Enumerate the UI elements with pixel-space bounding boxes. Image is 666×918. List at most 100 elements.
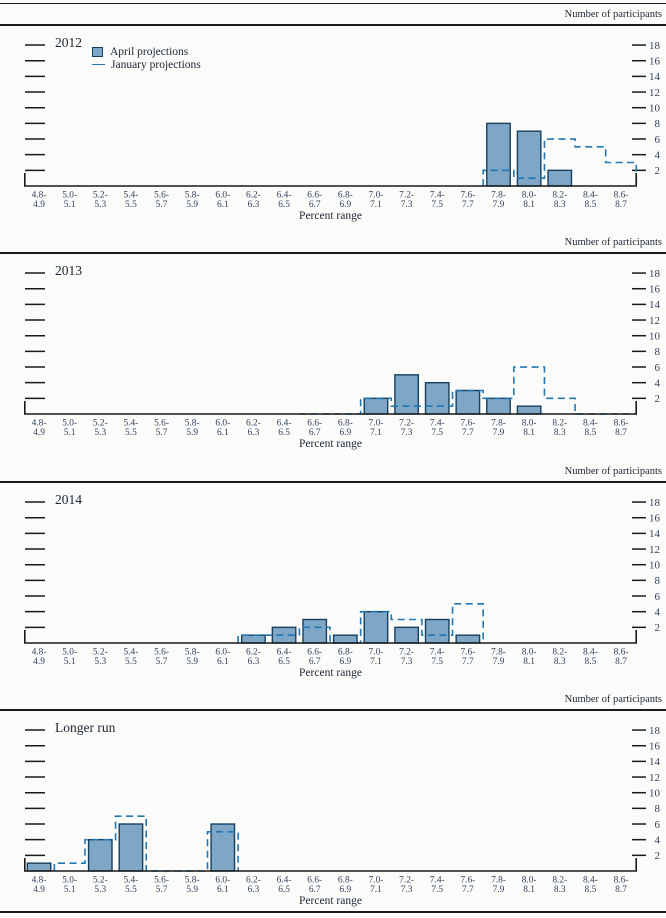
bin-label-bottom: 6.3 — [248, 885, 260, 895]
bin-label-bottom: 5.5 — [125, 428, 137, 438]
bin-label-top: 8.6- — [614, 419, 629, 429]
legend-april-label: April projections — [110, 45, 189, 58]
bin-label-bottom: 7.9 — [493, 885, 505, 895]
bar-8.0-8.1 — [516, 405, 542, 415]
y-axis-title: Number of participants — [564, 237, 662, 248]
bin-label-bottom: 5.5 — [125, 657, 137, 667]
bar-6.6-6.7 — [302, 618, 328, 644]
bar-7.6-7.7 — [455, 634, 481, 644]
bin-label-top: 8.0- — [522, 191, 537, 201]
bin-label-bottom: 7.5 — [431, 200, 443, 210]
y-tick-label: 12 — [649, 772, 660, 784]
panel-longer-run: Number of participants 2 4 6 8 10 12 14 16 18 4.8… — [0, 693, 666, 918]
bin-label-bottom: 5.1 — [64, 657, 76, 667]
bin-label-top: 5.8- — [185, 648, 200, 658]
bin-label-top: 7.8- — [491, 876, 506, 886]
bin-label-top: 4.8- — [32, 191, 47, 201]
bin-label-bottom: 8.7 — [615, 885, 627, 895]
january-projections-line — [53, 815, 239, 872]
january-projections-line — [482, 138, 638, 187]
bin-label-bottom: 5.3 — [94, 200, 106, 210]
bin-label-top: 8.0- — [522, 419, 537, 429]
bin-label-top: 4.8- — [32, 648, 47, 658]
x-axis-title: Percent range — [299, 438, 362, 450]
y-tick-label: 4 — [655, 149, 661, 161]
y-tick-label: 12 — [649, 87, 660, 99]
y-tick-label: 14 — [649, 756, 661, 768]
bin-label-top: 7.0- — [369, 419, 384, 429]
bin-label-bottom: 8.1 — [523, 657, 535, 667]
y-tick-label: 8 — [655, 575, 661, 587]
panel-top-rule — [0, 24, 666, 26]
bin-label-bottom: 5.9 — [186, 428, 198, 438]
bin-label-bottom: 8.3 — [554, 200, 566, 210]
y-tick-label: 2 — [655, 622, 661, 634]
bin-label-top: 5.6- — [154, 648, 169, 658]
bin-label-bottom: 6.5 — [278, 885, 290, 895]
bar-7.4-7.5 — [424, 618, 450, 644]
bin-label-top: 8.4- — [583, 191, 598, 201]
y-tick-label: 2 — [655, 165, 661, 177]
bin-label-bottom: 8.3 — [554, 657, 566, 667]
bin-label-top: 7.2- — [399, 419, 414, 429]
bin-label-bottom: 8.1 — [523, 200, 535, 210]
panel-title: 2013 — [55, 263, 82, 278]
bin-label-bottom: 5.3 — [94, 428, 106, 438]
bin-label-bottom: 6.1 — [217, 657, 229, 667]
bin-label-top: 8.2- — [552, 191, 567, 201]
january-dash-icon — [92, 64, 105, 65]
bin-label-bottom: 6.1 — [217, 428, 229, 438]
april-swatch-icon — [92, 46, 103, 57]
bin-label-top: 7.8- — [491, 648, 506, 658]
bin-label-bottom: 4.9 — [33, 885, 45, 895]
bin-label-top: 5.2- — [93, 419, 108, 429]
bin-label-bottom: 8.7 — [615, 428, 627, 438]
legend-january-label: January projections — [111, 58, 201, 71]
y-tick-label: 10 — [649, 560, 661, 572]
bin-label-top: 5.0- — [62, 419, 77, 429]
bin-label-top: 7.4- — [430, 191, 445, 201]
january-projections-line — [299, 366, 637, 415]
bar-7.0-7.1 — [363, 397, 389, 415]
bin-label-bottom: 8.7 — [615, 200, 627, 210]
y-tick-label: 12 — [649, 544, 660, 556]
bin-label-top: 6.2- — [246, 191, 261, 201]
bin-label-top: 4.8- — [32, 419, 47, 429]
bin-label-top: 6.8- — [338, 191, 353, 201]
x-axis-title: Percent range — [299, 895, 362, 907]
bin-label-bottom: 6.5 — [278, 428, 290, 438]
plot-2013: 246810121416184.8-4.95.0-5.15.2-5.35.4-5… — [23, 268, 661, 438]
y-tick-label: 18 — [649, 40, 661, 52]
bar-8.2-8.3 — [547, 169, 573, 187]
plot-longer-run: 246810121416184.8-4.95.0-5.15.2-5.35.4-5… — [23, 725, 661, 895]
bin-label-top: 7.4- — [430, 648, 445, 658]
bin-label-bottom: 5.7 — [156, 885, 168, 895]
bin-label-top: 7.0- — [369, 648, 384, 658]
bin-label-top: 6.8- — [338, 876, 353, 886]
bin-label-top: 7.6- — [460, 419, 475, 429]
bin-label-top: 6.8- — [338, 419, 353, 429]
y-tick-label: 14 — [649, 71, 661, 83]
y-tick-label: 2 — [655, 850, 661, 862]
bin-label-top: 6.4- — [277, 419, 292, 429]
bar-7.8-7.9 — [486, 122, 511, 187]
legend-row-april: April projections — [92, 45, 201, 58]
x-axis-title: Percent range — [299, 667, 362, 679]
bin-label-top: 7.4- — [430, 419, 445, 429]
bin-label-top: 5.0- — [62, 191, 77, 201]
bin-label-bottom: 5.3 — [94, 885, 106, 895]
bin-label-top: 7.6- — [460, 191, 475, 201]
bin-label-top: 7.0- — [369, 876, 384, 886]
bin-label-top: 5.6- — [154, 876, 169, 886]
bin-label-bottom: 7.9 — [493, 657, 505, 667]
plot-2014: 246810121416184.8-4.95.0-5.15.2-5.35.4-5… — [23, 497, 661, 667]
bin-label-bottom: 6.1 — [217, 885, 229, 895]
bin-label-top: 6.6- — [307, 191, 322, 201]
bin-label-bottom: 7.1 — [370, 885, 382, 895]
bar-6.8-6.9 — [332, 634, 358, 644]
bin-label-bottom: 6.3 — [248, 200, 260, 210]
y-tick-label: 8 — [655, 346, 661, 358]
bin-label-bottom: 7.3 — [401, 428, 413, 438]
bar-4.8-4.9 — [26, 862, 52, 872]
bin-label-bottom: 5.9 — [186, 657, 198, 667]
